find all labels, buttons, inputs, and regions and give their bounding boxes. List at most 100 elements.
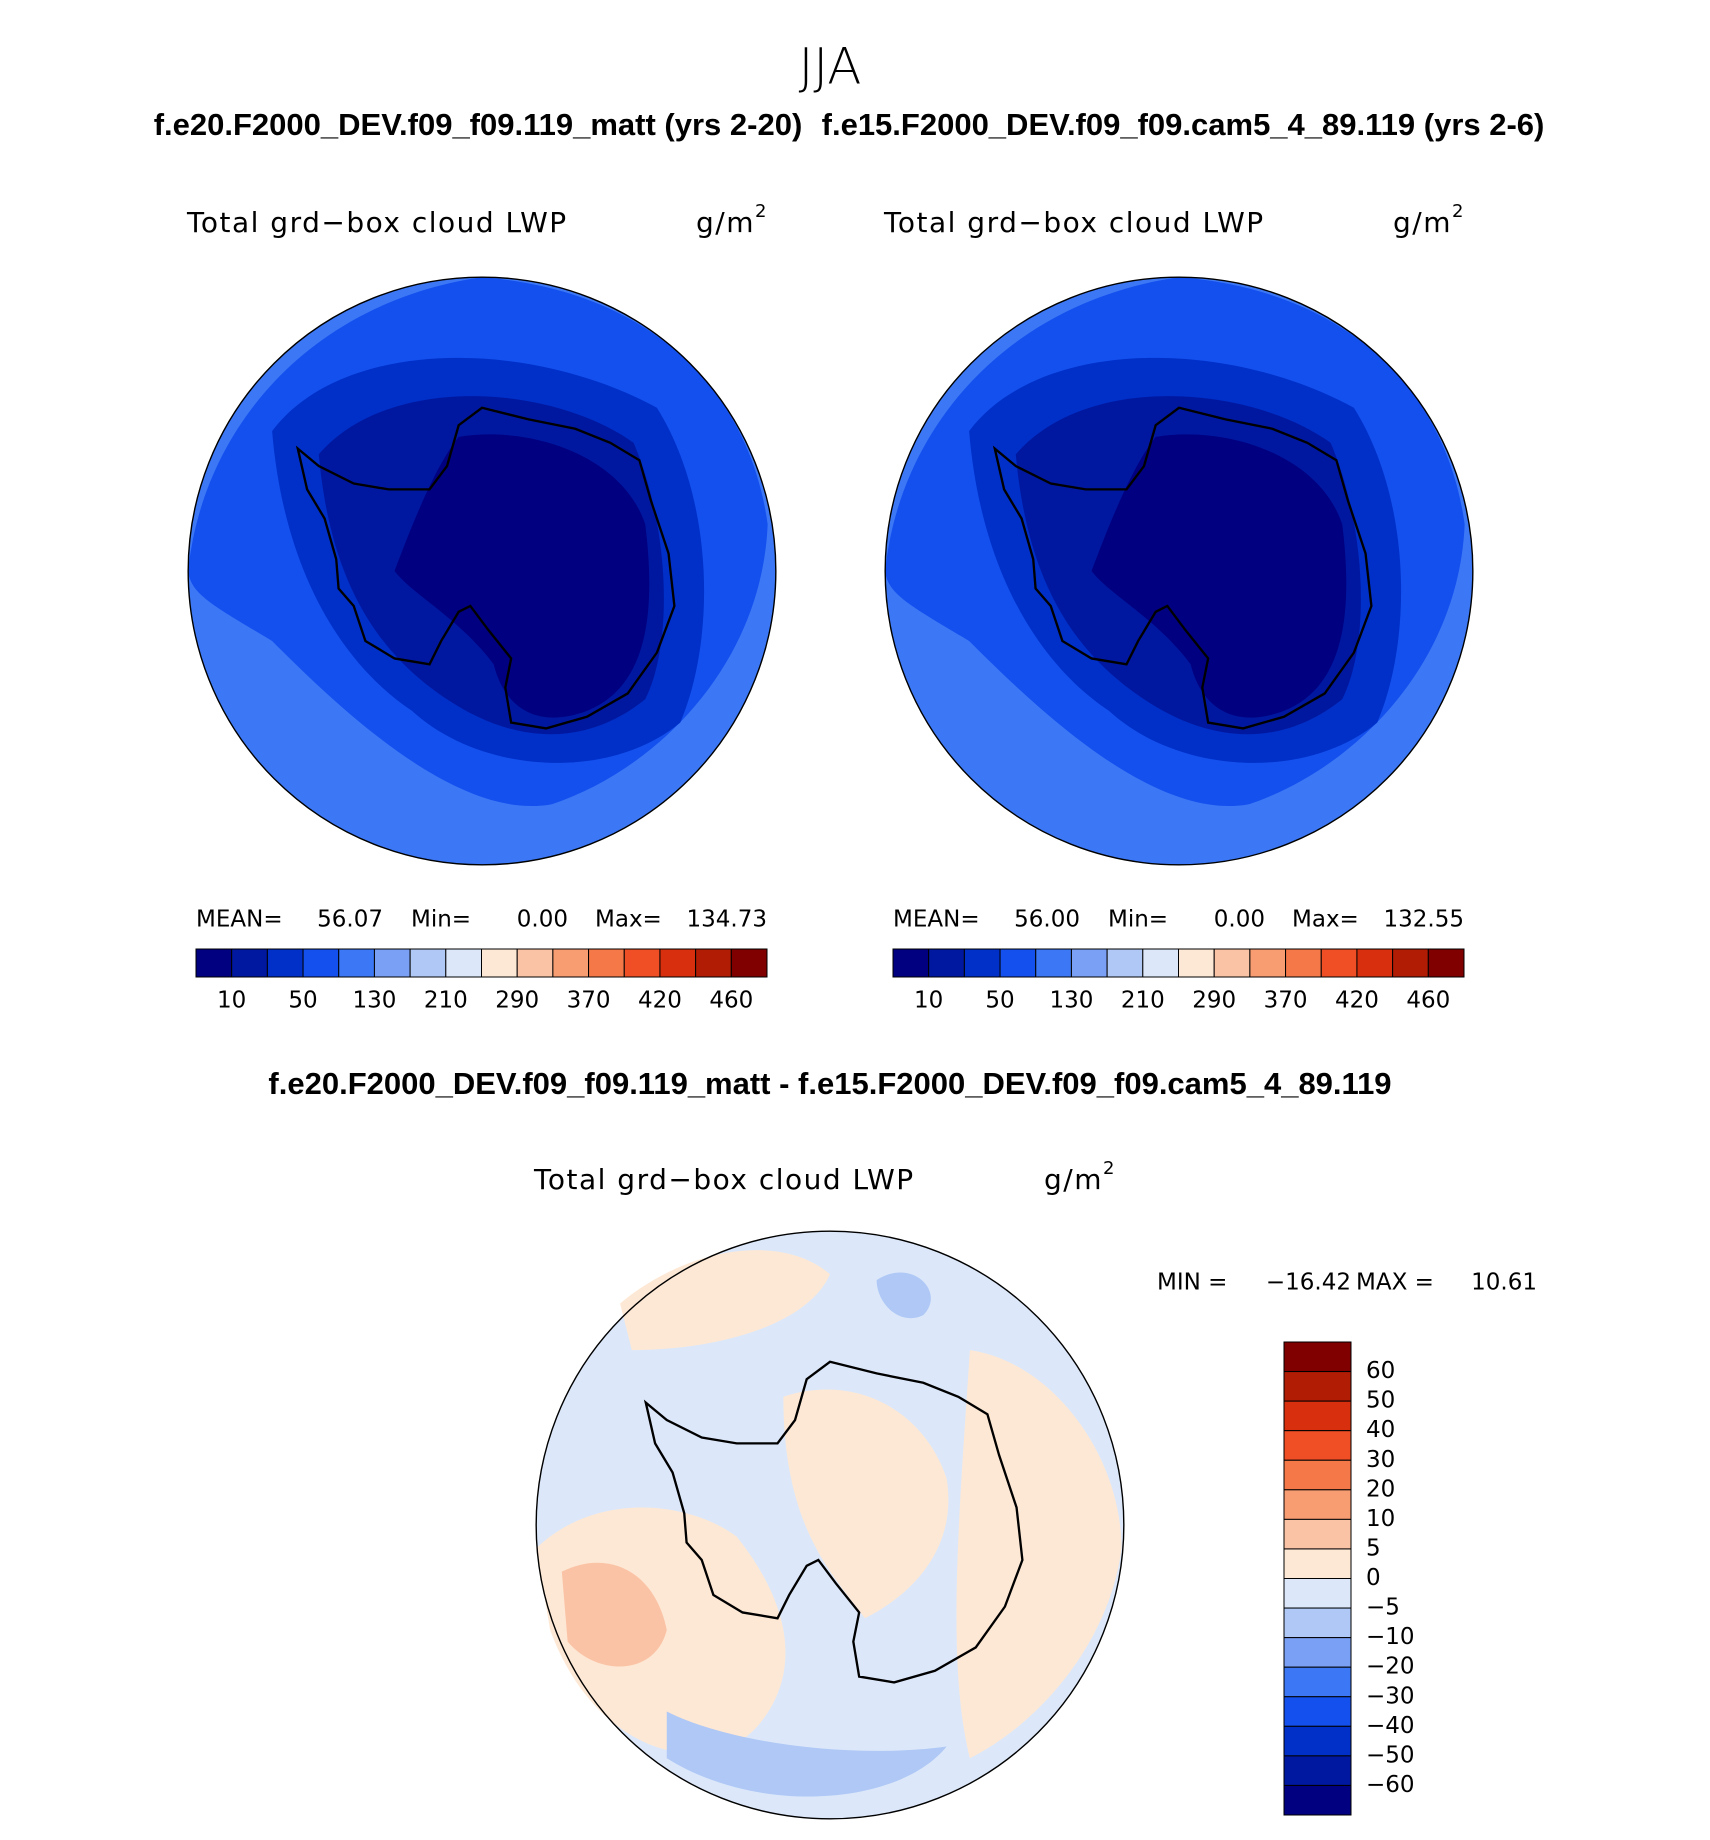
stat-label: Max= (1292, 907, 1359, 933)
colorbar-label: 20 (1366, 1476, 1395, 1502)
stat-value: 56.00 (1014, 907, 1080, 933)
colorbar-label: 30 (1366, 1447, 1395, 1473)
panel-title: f.e20.F2000_DEV.f09_f09.119_matt (yrs 2-… (154, 107, 803, 142)
colorbar-cell (1285, 948, 1322, 978)
colorbar-cell (1283, 1400, 1352, 1432)
colorbar-cell (588, 948, 625, 978)
colorbar-label: 0 (1366, 1565, 1381, 1591)
stat-label: Min= (1108, 907, 1168, 933)
colorbar-label: 420 (1335, 988, 1379, 1014)
stat-value: 0.00 (1214, 907, 1265, 933)
colorbar-cell (1106, 948, 1144, 978)
stat-label: MEAN= (893, 907, 980, 933)
colorbar-cell (1283, 1755, 1352, 1786)
colorbar-cell (1320, 948, 1358, 978)
colorbar-cell (1249, 948, 1287, 978)
colorbar-cell (1283, 1371, 1352, 1402)
colorbar-label: 130 (1049, 988, 1093, 1014)
colorbar-cell (730, 948, 768, 978)
stat-label: Max= (595, 907, 662, 933)
units-base: g/m (696, 206, 755, 239)
colorbar-label: 50 (1366, 1388, 1395, 1414)
colorbar-label: 460 (709, 988, 753, 1014)
colorbar-cell (892, 948, 930, 978)
units-power: 2 (1103, 1158, 1116, 1179)
colorbar-cell (409, 948, 447, 978)
colorbar-cell (1283, 1430, 1352, 1461)
colorbar-label: 10 (1366, 1506, 1395, 1532)
units: g/m2 (1393, 201, 1465, 239)
colorbar-label: 60 (1366, 1358, 1395, 1384)
colorbar-label: 50 (985, 988, 1014, 1014)
colorbar-cell (1283, 1341, 1352, 1373)
colorbar-cell (999, 948, 1037, 978)
stat-label: MEAN= (196, 907, 283, 933)
colorbar-label: −30 (1366, 1683, 1415, 1709)
colorbar-cell (231, 948, 268, 978)
colorbar-label: 210 (424, 988, 468, 1014)
colorbar-label: 10 (914, 988, 943, 1014)
colorbar-cell (1356, 948, 1394, 978)
colorbar-label: 210 (1121, 988, 1165, 1014)
colorbar-cell (302, 948, 340, 978)
colorbar-cell (1283, 1637, 1352, 1668)
colorbar-cell (963, 948, 1001, 978)
field-name: Total grd−box cloud LWP (186, 206, 568, 239)
colorbar-cell (1142, 948, 1179, 978)
units: g/m2 (696, 201, 768, 239)
colorbar-label: 420 (638, 988, 682, 1014)
colorbar-cell (1213, 948, 1251, 978)
colorbar-cell (1283, 1696, 1352, 1727)
colorbar-label: 10 (217, 988, 246, 1014)
colorbar-label: −5 (1366, 1595, 1400, 1621)
colorbar-label: 5 (1366, 1535, 1381, 1561)
difference-title: f.e20.F2000_DEV.f09_f09.119_matt - f.e15… (268, 1066, 1391, 1101)
colorbar-cell (1178, 948, 1215, 978)
colorbar-cell (373, 948, 411, 978)
colorbar-cell (1283, 1784, 1352, 1816)
colorbar-label: −50 (1366, 1742, 1415, 1768)
stat-label: MAX = (1356, 1270, 1434, 1296)
map (188, 277, 776, 865)
colorbar-label: −20 (1366, 1654, 1415, 1680)
units-base: g/m (1393, 206, 1452, 239)
map (885, 277, 1473, 865)
colorbar-label: 460 (1406, 988, 1450, 1014)
colorbar-cell (552, 948, 590, 978)
colorbar-cell (1427, 948, 1465, 978)
colorbar-cell (338, 948, 375, 978)
colorbar-cell (195, 948, 233, 978)
colorbar-label: 370 (567, 988, 611, 1014)
colorbar-label: −60 (1366, 1772, 1415, 1798)
stat-value: 134.73 (687, 907, 767, 933)
figure-title: JJA (799, 38, 862, 96)
panel-title: f.e15.F2000_DEV.f09_f09.cam5_4_89.119 (y… (822, 107, 1545, 142)
colorbar-cell (1283, 1459, 1352, 1491)
colorbar-label: 290 (1192, 988, 1236, 1014)
colorbar-cell (1283, 1725, 1352, 1757)
colorbar-cell (1283, 1548, 1352, 1579)
difference-map (536, 1231, 1124, 1819)
colorbar-label: −10 (1366, 1624, 1415, 1650)
stat-label: Min= (411, 907, 471, 933)
stat-value: 56.07 (317, 907, 383, 933)
colorbar-label: 40 (1366, 1417, 1395, 1443)
colorbar-cell (928, 948, 965, 978)
stat-value: 132.55 (1384, 907, 1464, 933)
units-power: 2 (755, 201, 768, 222)
stat-label: MIN = (1157, 1270, 1227, 1296)
colorbar-label: 290 (495, 988, 539, 1014)
colorbar-cell (1283, 1489, 1352, 1520)
colorbar-cell (695, 948, 732, 978)
colorbar-cell (481, 948, 518, 978)
units: g/m2 (1044, 1158, 1116, 1196)
stat-value: −16.42 (1266, 1270, 1351, 1296)
colorbar-cell (1035, 948, 1072, 978)
colorbar-cell (445, 948, 482, 978)
stat-value: 10.61 (1471, 1270, 1537, 1296)
field-name: Total grd−box cloud LWP (533, 1163, 915, 1196)
stat-value: 0.00 (517, 907, 568, 933)
colorbar-cell (1283, 1666, 1352, 1698)
colorbar-cell (1283, 1578, 1352, 1609)
